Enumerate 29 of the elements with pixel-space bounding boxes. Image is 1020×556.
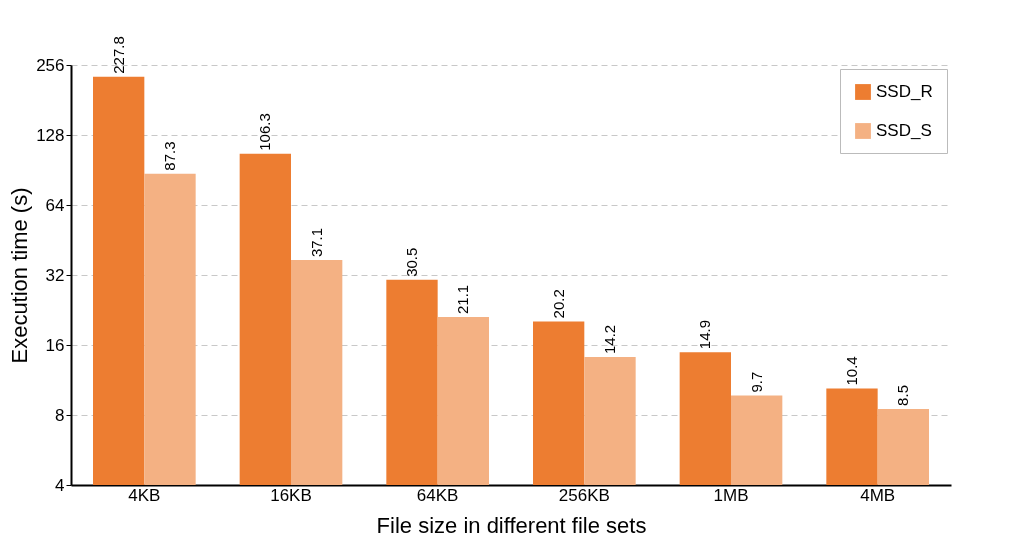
legend-label: SSD_S [876, 121, 932, 140]
data-label: 30.5 [403, 247, 420, 277]
x-tick-label: 4MB [860, 485, 896, 505]
y-tick-label: 16 [45, 335, 65, 355]
data-label: 37.1 [307, 227, 325, 258]
y-tick-label: 8 [55, 405, 65, 425]
data-label: 87.3 [161, 141, 178, 171]
y-tick-label: 128 [36, 125, 65, 145]
legend-label: SSD_R [876, 82, 933, 101]
data-label: 21.1 [454, 284, 472, 315]
y-tick-label: 256 [36, 55, 65, 75]
data-label: 10.4 [843, 356, 860, 386]
x-tick-label: 64KB [416, 485, 459, 505]
y-axis-title: Execution time (s) [7, 187, 33, 364]
x-tick-label: 256KB [558, 485, 610, 505]
y-tick-label: 4 [55, 475, 65, 495]
y-tick-label: 64 [45, 195, 65, 215]
y-tick-label: 32 [45, 265, 65, 285]
x-tick-label: 1MB [713, 485, 749, 505]
data-label: 9.7 [747, 371, 765, 393]
data-label: 20.2 [549, 289, 567, 319]
x-tick-label: 4KB [128, 485, 161, 505]
data-label: 227.8 [109, 36, 127, 74]
x-tick-label: 16KB [270, 485, 312, 505]
data-label: 14.9 [696, 319, 714, 350]
data-label: 8.5 [894, 385, 912, 406]
data-label: 106.3 [256, 113, 274, 151]
data-label: 14.2 [601, 324, 618, 355]
x-axis-title: File size in different file sets [376, 512, 647, 538]
